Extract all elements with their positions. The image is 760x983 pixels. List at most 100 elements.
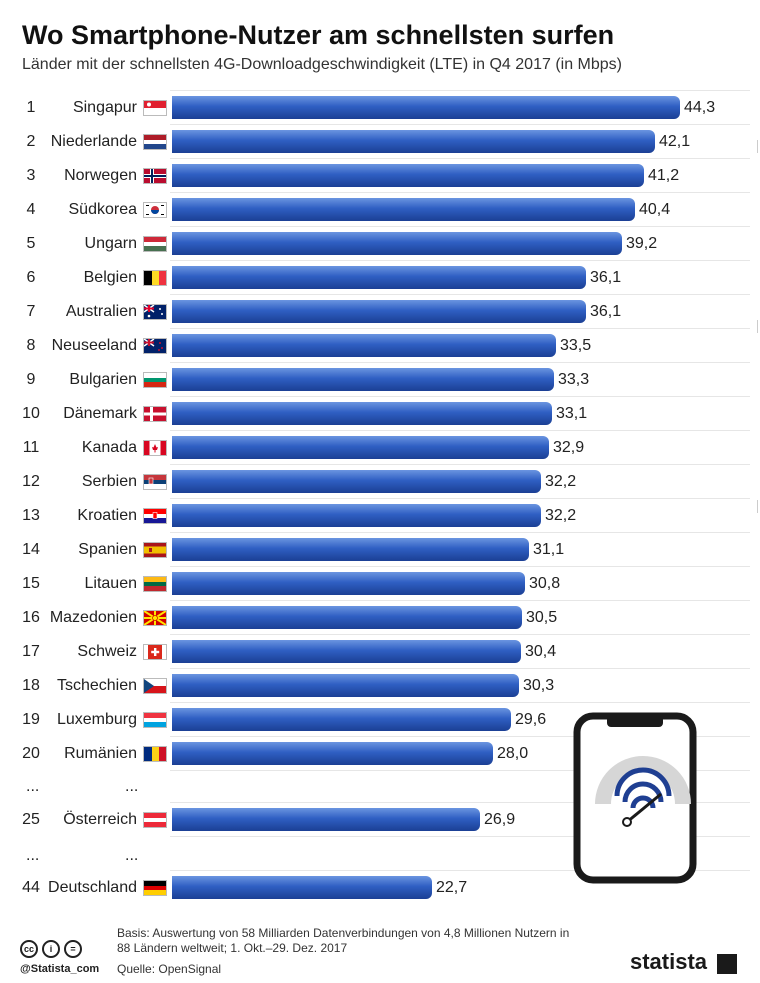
nl-flag [143, 134, 167, 150]
value-label: 36,1 [590, 303, 622, 320]
bar [172, 538, 529, 561]
hu-flag [143, 236, 167, 252]
country-label: Bulgarien [69, 371, 137, 388]
gridline [170, 498, 750, 499]
rank-label: 25 [22, 811, 40, 828]
gridline [170, 836, 750, 837]
bar [172, 164, 644, 187]
bar [172, 334, 556, 357]
chart-row: 20 Rumänien 28,0 [0, 737, 760, 771]
country-label: Dänemark [63, 405, 137, 422]
cc-icon: cc [20, 940, 38, 958]
country-label: Australien [65, 303, 137, 320]
chart-row: 15 Litauen 30,8 [0, 567, 760, 601]
value-label: 36,1 [590, 269, 622, 286]
country-label: Schweiz [77, 643, 137, 660]
bar [172, 436, 549, 459]
bar [172, 876, 432, 899]
bar [172, 640, 521, 663]
gridline [170, 702, 750, 703]
statista-logo-mark [717, 954, 737, 974]
rank-label: 13 [22, 507, 40, 524]
chart-row: 12 Serbien 32,2 [0, 465, 760, 499]
value-label: 30,3 [523, 677, 555, 694]
value-label: 29,6 [515, 711, 547, 728]
rs-flag [143, 474, 167, 490]
value-label: 41,2 [648, 167, 680, 184]
chart-row: 2 Niederlande 42,1 [0, 125, 760, 159]
rank-label: 44 [22, 879, 40, 896]
bar [172, 470, 541, 493]
dk-flag [143, 406, 167, 422]
bar [172, 808, 480, 831]
rank-label: 10 [22, 405, 40, 422]
ch-flag [143, 644, 167, 660]
value-label: 42,1 [659, 133, 691, 150]
nd-icon: = [64, 940, 82, 958]
chart-row: 13 Kroatien 32,2 [0, 499, 760, 533]
country-label: Norwegen [64, 167, 137, 184]
gridline [170, 802, 750, 803]
chart-row: 25 Österreich 26,9 [0, 803, 760, 837]
es-flag [143, 542, 167, 558]
rank-label: 16 [22, 609, 40, 626]
statista-logo: statista [630, 949, 708, 974]
bg-flag [143, 372, 167, 388]
bar [172, 232, 622, 255]
ellipsis-country-1: ... [125, 778, 139, 795]
value-label: 26,9 [484, 811, 516, 828]
country-label: Kanada [81, 439, 137, 456]
country-label: Neuseeland [51, 337, 137, 354]
rank-label: 15 [22, 575, 40, 592]
bar [172, 198, 635, 221]
chart-row: 3 Norwegen 41,2 [0, 159, 760, 193]
gridline [170, 90, 750, 91]
bar [172, 708, 511, 731]
at-flag [143, 812, 167, 828]
license-icons: cc i = [20, 940, 82, 958]
au-flag [143, 304, 167, 320]
ca-flag [143, 440, 167, 456]
chart-subtitle: Länder mit der schnellsten 4G-Downloadge… [22, 56, 622, 73]
gridline [170, 396, 750, 397]
de-flag [143, 880, 167, 896]
country-label: Singapur [72, 99, 137, 116]
rank-label: 6 [26, 269, 36, 286]
country-label: Ungarn [84, 235, 137, 252]
gridline [170, 736, 750, 737]
chart-row: 9 Bulgarien 33,3 [0, 363, 760, 397]
chart-row: 5 Ungarn 39,2 [0, 227, 760, 261]
country-label: Deutschland [48, 879, 137, 896]
gridline [170, 668, 750, 669]
chart-row: 1 Singapur 44,3 [0, 91, 760, 125]
bar [172, 266, 586, 289]
bar [172, 742, 493, 765]
rank-label: 8 [26, 337, 36, 354]
chart-row: 8 Neuseeland 33,5 [0, 329, 760, 363]
gridline [170, 294, 750, 295]
rank-label: 11 [22, 439, 40, 456]
rank-label: 4 [26, 201, 36, 218]
value-label: 30,4 [525, 643, 557, 660]
value-label: 39,2 [626, 235, 658, 252]
gridline [170, 124, 750, 125]
chart-row: 44 Deutschland 22,7 [0, 871, 760, 905]
bar [172, 130, 655, 153]
chart-row: 17 Schweiz 30,4 [0, 635, 760, 669]
be-flag [143, 270, 167, 286]
ellipsis-rank-2: ... [26, 847, 40, 864]
chart-row: 10 Dänemark 33,1 [0, 397, 760, 431]
bar [172, 504, 541, 527]
gridline [170, 192, 750, 193]
value-label: 32,2 [545, 473, 577, 490]
ro-flag [143, 746, 167, 762]
country-label: Litauen [84, 575, 138, 592]
ellipsis-rank-1: ... [26, 778, 40, 795]
no-flag [143, 168, 167, 184]
cz-flag [143, 678, 167, 694]
rank-label: 9 [26, 371, 36, 388]
rank-label: 14 [22, 541, 40, 558]
kr-flag [143, 202, 167, 218]
gridline [170, 464, 750, 465]
chart-row: 14 Spanien 31,1 [0, 533, 760, 567]
